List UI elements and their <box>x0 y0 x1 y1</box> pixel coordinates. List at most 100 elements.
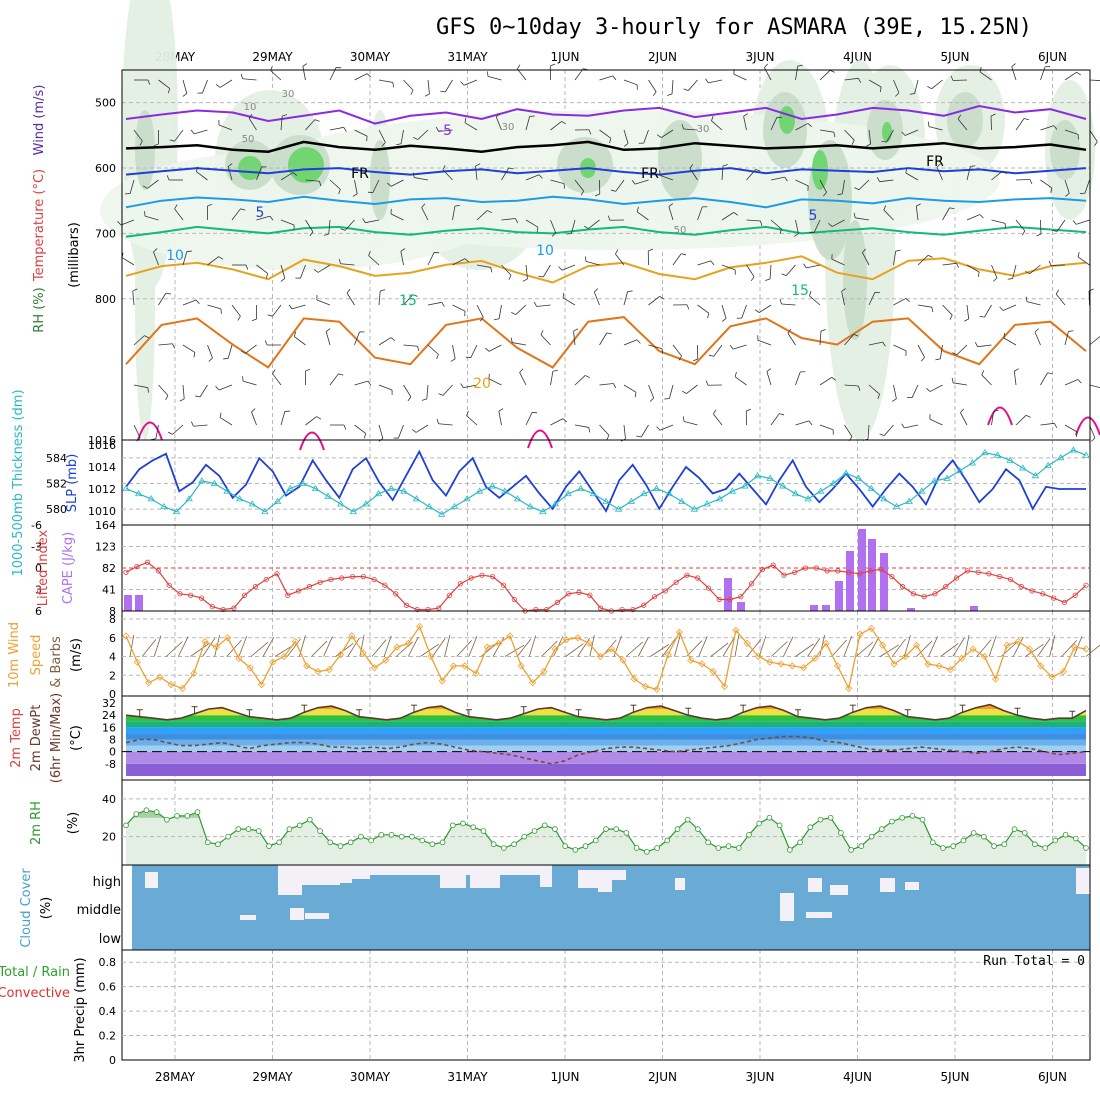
wind-barb-flag <box>517 64 521 70</box>
wind-barb-flag <box>649 397 655 402</box>
thickness-marker <box>349 507 358 515</box>
wind10-marker <box>495 639 503 647</box>
wind-barb <box>438 129 453 132</box>
lifted-tick: 0 <box>35 562 42 575</box>
lifted-marker <box>684 572 690 578</box>
cloud-gap <box>905 882 919 890</box>
lifted-marker <box>576 589 582 595</box>
wind-barb-flag <box>585 375 590 378</box>
wind-barb <box>809 295 821 306</box>
rh-contour-shading <box>100 0 1095 440</box>
wind-barb <box>623 424 626 439</box>
wind-barb-flag <box>436 418 439 424</box>
wind-barb-flag <box>1050 187 1053 193</box>
wind10-marker <box>562 636 571 644</box>
top-date-label: 3JUN <box>746 50 775 64</box>
wind-barb-flag <box>656 134 662 138</box>
wind-barb-flag <box>634 392 637 398</box>
wind-barb <box>787 333 796 346</box>
lifted-marker <box>371 576 377 583</box>
bottom-date-label: 29MAY <box>252 1070 293 1084</box>
wind-barb-flag <box>765 278 771 281</box>
top-date-label: 5JUN <box>941 50 970 64</box>
wind-barb <box>426 384 429 399</box>
wind-barb <box>403 384 412 398</box>
contour-label: 30 <box>697 124 710 135</box>
lifted-marker <box>155 568 161 574</box>
rh-marker <box>644 848 650 855</box>
wind10-barb <box>916 640 933 657</box>
wind10-marker <box>777 660 785 668</box>
wind-barb <box>242 380 257 386</box>
wind-barb <box>400 251 404 266</box>
rh-marker <box>1062 831 1069 838</box>
wind10-marker <box>946 666 955 674</box>
pressure-axis: 500 600 700 800 1016 <box>88 69 1091 447</box>
wind10-barb <box>456 640 472 657</box>
wind-barb <box>280 411 286 426</box>
wind-barb <box>711 120 723 131</box>
wind-barb <box>378 291 381 306</box>
bottom-date-label: 31MAY <box>447 1070 488 1084</box>
thickness-marker <box>324 492 332 499</box>
wind10m-ylabel-3: & Barbs <box>49 636 64 688</box>
magenta-contour <box>527 429 553 449</box>
wind-barb-flag <box>927 85 932 90</box>
wind-barb <box>305 416 317 426</box>
temp-tick: 24 <box>102 709 116 722</box>
wind-barb <box>697 206 703 221</box>
thickness-marker <box>766 474 774 481</box>
wind-barb-flag <box>267 314 273 317</box>
wind10-marker <box>879 641 887 649</box>
wind-barb <box>574 68 584 81</box>
rh-marker <box>715 845 722 851</box>
wind-barb <box>207 256 219 266</box>
wind10-marker <box>540 667 548 676</box>
wind-barb <box>659 424 674 431</box>
wind-barb-flag <box>147 387 150 393</box>
lifted-marker <box>1029 588 1035 594</box>
rh-blob <box>658 120 702 200</box>
wind-barb <box>683 420 698 426</box>
wind10-marker <box>348 632 356 640</box>
wind-barb <box>757 339 772 346</box>
wind10-barb <box>1012 636 1024 657</box>
wind-barb-flag <box>193 352 196 358</box>
wind10-barb <box>734 634 740 657</box>
wind10-marker <box>416 622 424 631</box>
lifted-marker <box>802 565 809 571</box>
wind-barb-flag <box>207 203 213 207</box>
thickness-marker <box>753 472 762 479</box>
wind-barb-flag <box>1076 71 1081 76</box>
rh-marker <box>490 841 497 848</box>
wind-barb <box>133 129 143 142</box>
wind-barb-flag <box>1052 229 1058 232</box>
rh-marker <box>848 847 854 853</box>
temp-band <box>126 733 1086 740</box>
wind-barb-flag <box>338 258 341 264</box>
lifted-marker <box>932 591 938 597</box>
wind-barb <box>182 344 196 353</box>
wind-barb <box>400 129 404 144</box>
wind-barb-flag <box>990 113 996 117</box>
wind10-marker <box>574 634 582 642</box>
thickness-marker <box>463 495 471 502</box>
lifted-marker <box>490 573 496 580</box>
wind-barb-flag <box>927 121 930 127</box>
rh-marker <box>909 813 916 819</box>
rh-tick: 20 <box>102 831 116 844</box>
rh-marker <box>429 841 436 848</box>
wind10-barb <box>432 638 446 657</box>
wind-barb-flag <box>367 380 372 386</box>
wind-barb-flag <box>905 167 908 174</box>
wind-barb <box>1040 66 1046 81</box>
rh-blob <box>882 122 892 142</box>
wind-barb-flag <box>999 306 1004 311</box>
wind-barb <box>476 304 484 318</box>
rh-marker <box>307 816 313 823</box>
temp2m-ylabel: 2m Temp <box>9 708 24 768</box>
wind-barb <box>939 344 943 359</box>
wind-barb <box>242 78 257 81</box>
cloud-gap <box>290 908 304 920</box>
